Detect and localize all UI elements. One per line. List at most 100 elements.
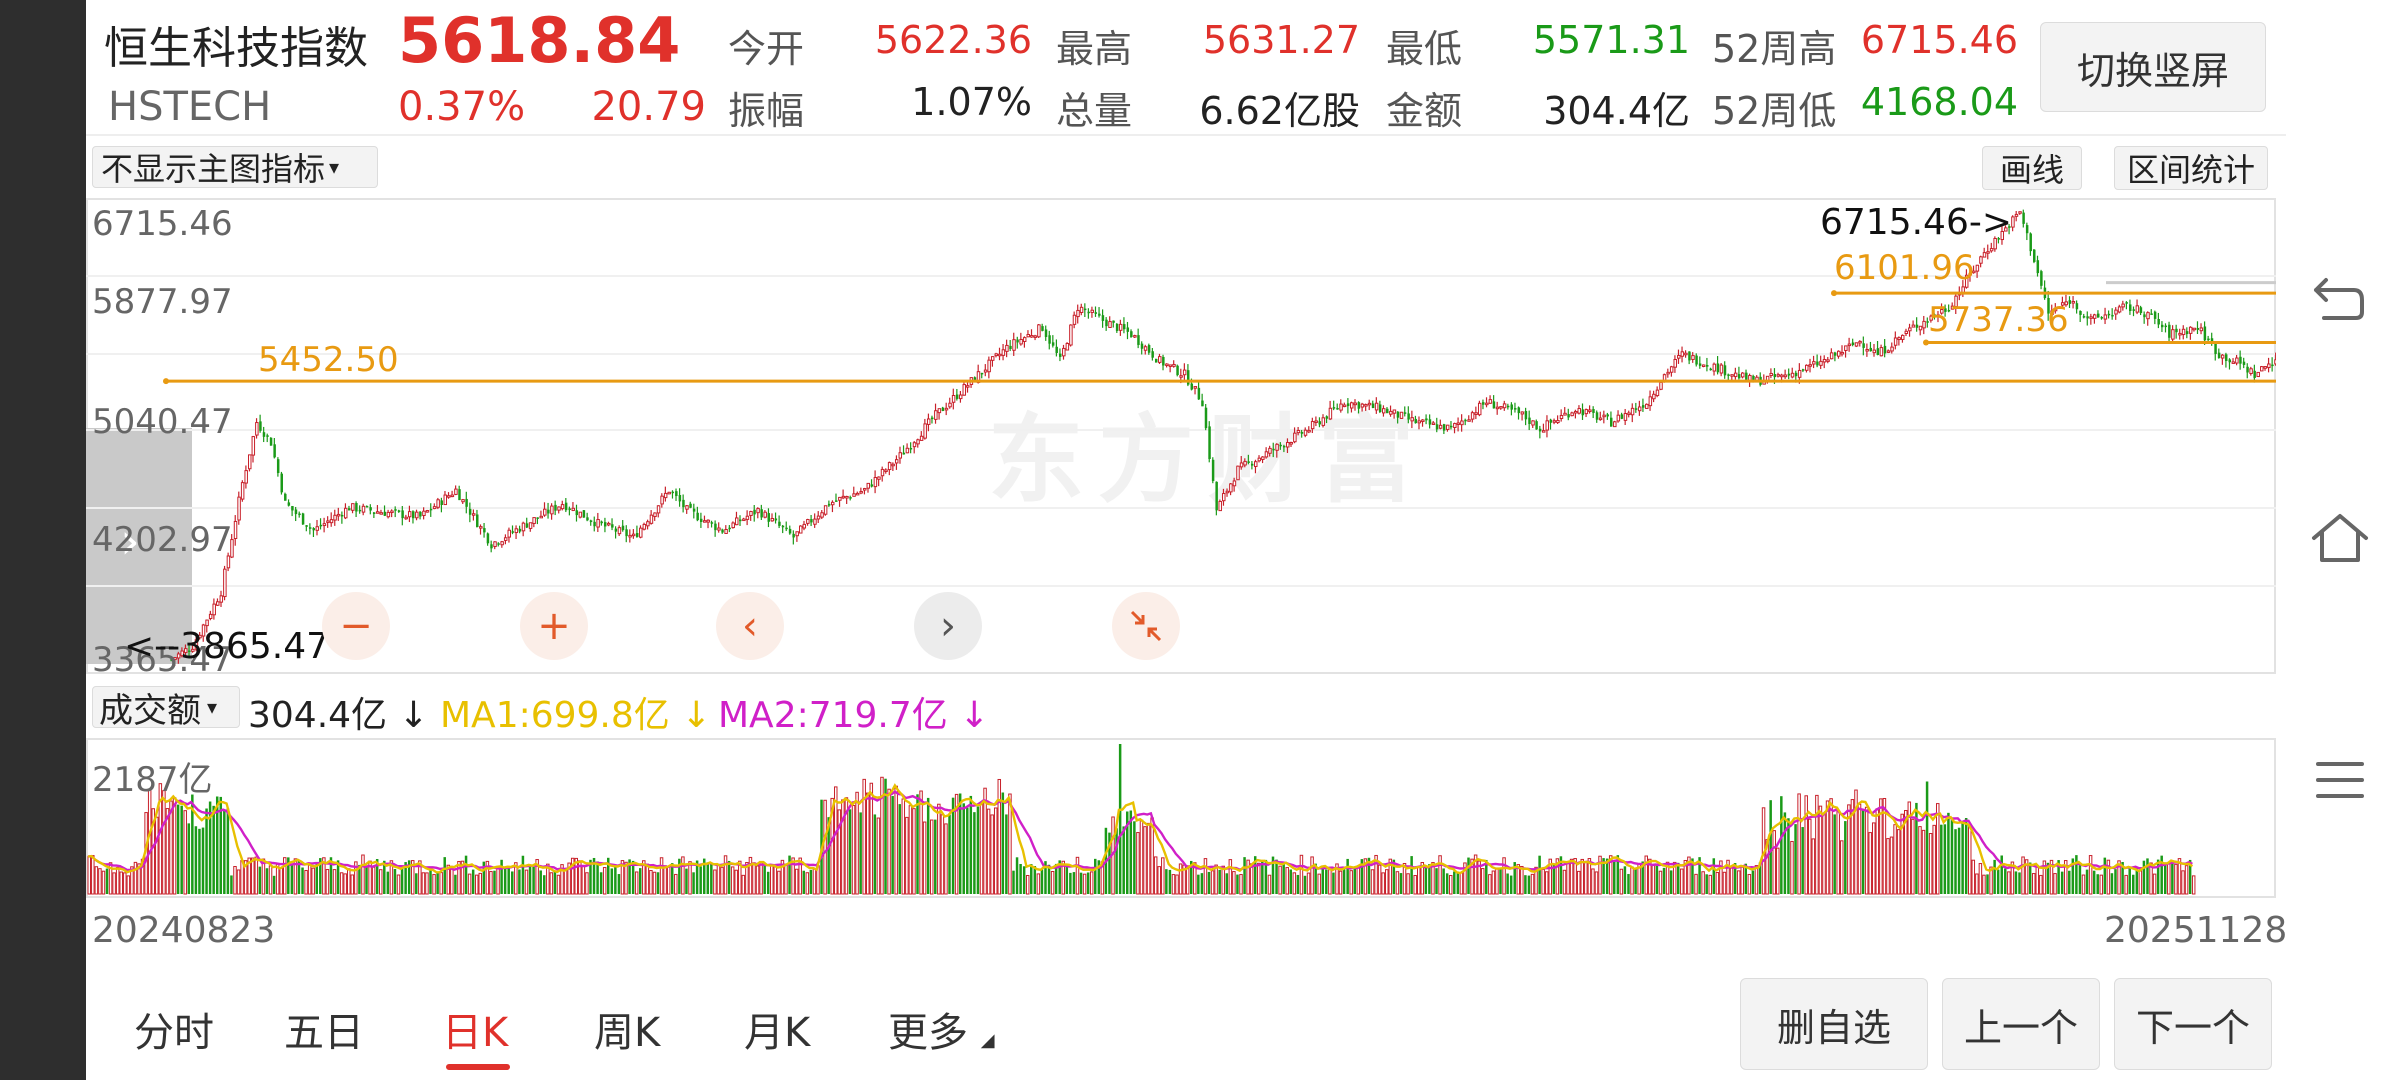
volume-chart[interactable] xyxy=(86,738,2276,898)
volume-bar xyxy=(293,858,298,895)
tab-weekly-k[interactable]: 周K xyxy=(594,1010,661,1056)
tab-daily-k[interactable]: 日K xyxy=(442,1010,509,1056)
volume-bar xyxy=(1292,872,1297,895)
history-panel-handle[interactable]: › xyxy=(86,428,192,664)
candle xyxy=(454,485,458,496)
candle xyxy=(1215,481,1218,516)
tab-more[interactable]: 更多 ◢ xyxy=(888,1000,995,1058)
zoom-in-button[interactable]: + xyxy=(520,592,588,660)
volume-bar xyxy=(2075,855,2078,894)
volume-bar xyxy=(2014,871,2018,894)
volume-bar xyxy=(685,868,688,894)
volume-bar xyxy=(986,808,991,895)
candle xyxy=(1300,429,1304,438)
level-line-handle[interactable] xyxy=(1831,290,1837,297)
candle xyxy=(394,506,397,518)
volume-bar xyxy=(1882,797,1887,895)
sub-indicator-select[interactable]: 成交额 ▾ xyxy=(92,686,240,731)
volume-bar xyxy=(1072,872,1076,894)
level-label-5737: 5737.36 xyxy=(1928,300,2069,340)
candle xyxy=(1816,354,1819,368)
volume-bar xyxy=(1940,824,1943,894)
volume-bar xyxy=(1751,870,1755,894)
volume-bar xyxy=(848,809,852,894)
volume-bar xyxy=(1079,872,1083,894)
candle xyxy=(1986,244,1990,260)
volume-bar xyxy=(1189,860,1193,894)
kline-chart[interactable] xyxy=(86,198,2276,674)
volume-bar xyxy=(1712,858,1716,894)
volume-bar xyxy=(1804,795,1808,895)
candle xyxy=(1854,342,1859,348)
volume-bar xyxy=(752,862,756,895)
volume-bar xyxy=(2164,864,2167,894)
volume-bar xyxy=(1900,813,1904,895)
candle xyxy=(607,521,611,527)
candle xyxy=(443,491,448,506)
candle xyxy=(706,519,711,529)
switch-portrait-button[interactable]: 切换竖屏 xyxy=(2040,22,2266,112)
volume-chart-frame[interactable] xyxy=(86,738,2276,898)
next-stock-button[interactable]: 下一个 xyxy=(2114,978,2272,1070)
volume-bar xyxy=(1459,872,1464,895)
tab-intraday[interactable]: 分时 xyxy=(134,1010,214,1056)
candle xyxy=(1805,364,1809,373)
volume-bar xyxy=(500,859,503,894)
volume-bar xyxy=(2103,857,2107,894)
volume-bar xyxy=(1157,866,1161,895)
scroll-left-button[interactable]: ‹ xyxy=(716,592,784,660)
volume-bar xyxy=(812,868,817,895)
candle xyxy=(1069,324,1073,347)
volume-bar xyxy=(1627,873,1630,894)
candle xyxy=(862,487,867,495)
volume-bar xyxy=(894,785,898,895)
back-button[interactable] xyxy=(2300,258,2380,338)
candle xyxy=(1890,342,1894,354)
candle xyxy=(653,512,657,521)
volume-bar xyxy=(2071,858,2075,894)
candle xyxy=(1630,403,1635,423)
volume-bar xyxy=(1911,818,1915,895)
candle xyxy=(1964,269,1969,289)
volume-bar xyxy=(467,873,472,895)
volume-bar xyxy=(1676,862,1680,894)
volume-bar xyxy=(151,808,155,895)
volume-bar xyxy=(243,860,248,895)
draw-line-button[interactable]: 画线 xyxy=(1982,146,2082,190)
volume-bar xyxy=(180,805,183,894)
remove-favorite-button[interactable]: 删自选 xyxy=(1740,978,1928,1070)
candle xyxy=(1353,399,1358,411)
candle xyxy=(1712,362,1717,376)
candle xyxy=(1975,264,1980,278)
volume-bar xyxy=(1306,872,1311,895)
candle xyxy=(1826,356,1830,364)
volume-bar xyxy=(471,869,475,894)
volume-bar xyxy=(1335,863,1339,895)
main-indicator-select[interactable]: 不显示主图指标 ▾ xyxy=(92,146,378,188)
volume-bar xyxy=(851,805,856,895)
tab-five-day[interactable]: 五日 xyxy=(284,1010,364,1056)
volume-bar xyxy=(1303,875,1307,894)
candle xyxy=(550,503,554,520)
candle xyxy=(1581,403,1585,420)
candle xyxy=(1289,441,1294,448)
level-line-handle[interactable] xyxy=(1923,339,1929,346)
volume-bar xyxy=(1744,863,1748,894)
volume-bar xyxy=(1453,871,1456,894)
level-line-handle[interactable] xyxy=(163,378,169,385)
collapse-button[interactable] xyxy=(1112,592,1180,660)
menu-button[interactable] xyxy=(2300,740,2380,820)
candle xyxy=(450,490,455,498)
home-button[interactable] xyxy=(2300,498,2380,578)
range-stats-button[interactable]: 区间统计 xyxy=(2114,146,2268,190)
zoom-out-button[interactable]: − xyxy=(322,592,390,660)
scroll-right-button[interactable]: › xyxy=(914,592,982,660)
previous-stock-button[interactable]: 上一个 xyxy=(1942,978,2100,1070)
candle xyxy=(1538,425,1542,439)
candle xyxy=(1208,421,1211,463)
tab-monthly-k[interactable]: 月K xyxy=(744,1010,811,1056)
volume-bar xyxy=(546,863,550,895)
volume-bar xyxy=(162,790,166,895)
candle xyxy=(490,540,493,553)
candle xyxy=(2239,350,2242,370)
